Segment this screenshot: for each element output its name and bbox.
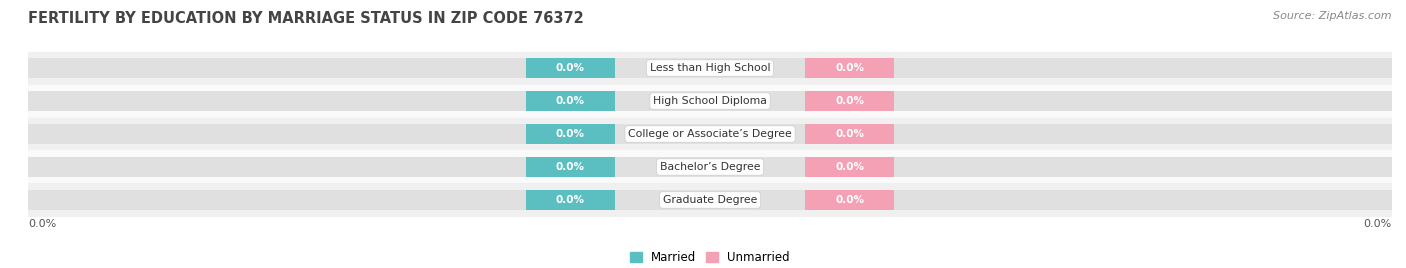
Bar	[526, 157, 614, 177]
Bar	[806, 58, 894, 78]
Bar	[28, 91, 1392, 111]
Text: 0.0%: 0.0%	[555, 195, 585, 205]
Text: 0.0%: 0.0%	[835, 129, 865, 139]
Bar	[28, 124, 1392, 144]
Bar	[526, 190, 614, 210]
Text: FERTILITY BY EDUCATION BY MARRIAGE STATUS IN ZIP CODE 76372: FERTILITY BY EDUCATION BY MARRIAGE STATU…	[28, 11, 583, 26]
Bar	[28, 58, 1392, 78]
Bar	[526, 91, 614, 111]
Text: 0.0%: 0.0%	[835, 162, 865, 172]
Text: College or Associate’s Degree: College or Associate’s Degree	[628, 129, 792, 139]
Text: 0.0%: 0.0%	[555, 162, 585, 172]
Text: 0.0%: 0.0%	[835, 96, 865, 106]
Text: 0.0%: 0.0%	[555, 96, 585, 106]
Bar	[526, 58, 614, 78]
Bar	[28, 84, 1392, 117]
Bar	[28, 184, 1392, 217]
Text: 0.0%: 0.0%	[1364, 219, 1392, 229]
Legend: Married, Unmarried: Married, Unmarried	[626, 246, 794, 268]
Bar	[28, 151, 1392, 184]
Bar	[526, 124, 614, 144]
Bar	[28, 190, 1392, 210]
Bar	[806, 190, 894, 210]
Text: 0.0%: 0.0%	[835, 195, 865, 205]
Text: Graduate Degree: Graduate Degree	[662, 195, 758, 205]
Bar	[28, 117, 1392, 151]
Text: Source: ZipAtlas.com: Source: ZipAtlas.com	[1274, 11, 1392, 21]
Text: 0.0%: 0.0%	[555, 129, 585, 139]
Bar	[806, 91, 894, 111]
Text: 0.0%: 0.0%	[28, 219, 56, 229]
Text: 0.0%: 0.0%	[835, 63, 865, 73]
Bar	[806, 157, 894, 177]
Bar	[28, 157, 1392, 177]
Text: Bachelor’s Degree: Bachelor’s Degree	[659, 162, 761, 172]
Bar	[28, 51, 1392, 84]
Bar	[806, 124, 894, 144]
Text: 0.0%: 0.0%	[555, 63, 585, 73]
Text: Less than High School: Less than High School	[650, 63, 770, 73]
Text: High School Diploma: High School Diploma	[654, 96, 766, 106]
